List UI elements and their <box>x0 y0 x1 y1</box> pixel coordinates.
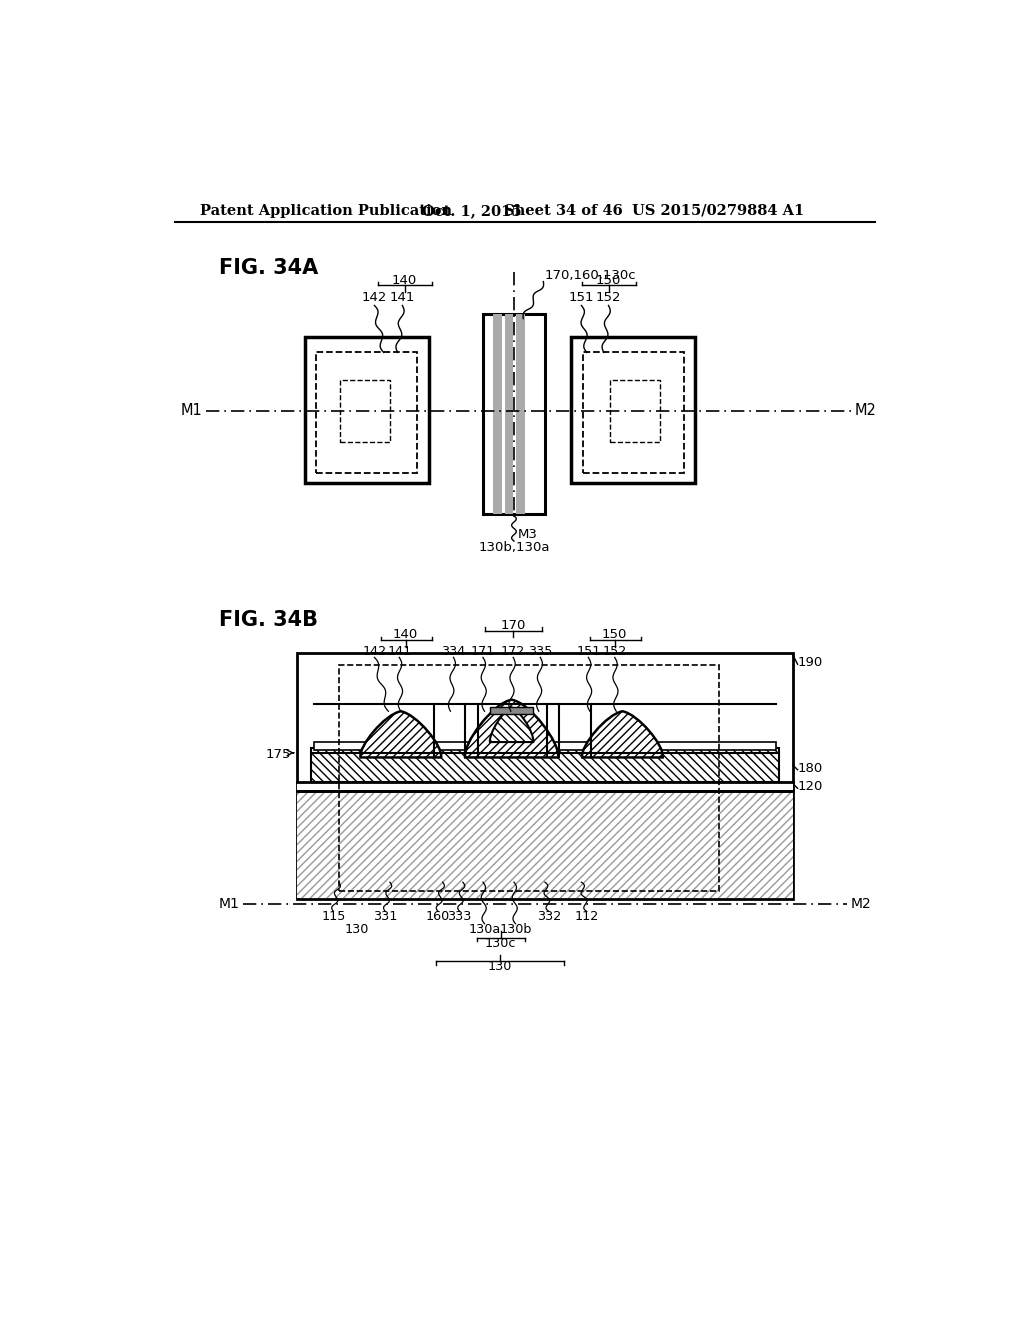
Text: M2: M2 <box>855 404 877 418</box>
Text: 141: 141 <box>390 292 415 305</box>
Text: 130: 130 <box>344 923 369 936</box>
Bar <box>489 708 534 714</box>
Text: M1: M1 <box>180 404 203 418</box>
Text: M1: M1 <box>219 896 240 911</box>
Bar <box>339 665 719 891</box>
Text: 152: 152 <box>602 644 627 657</box>
Text: 332: 332 <box>537 911 561 924</box>
Text: M4: M4 <box>518 315 538 329</box>
Text: 142: 142 <box>362 644 386 657</box>
Bar <box>297 781 793 792</box>
Text: 130b: 130b <box>500 923 531 936</box>
Text: 335: 335 <box>528 644 553 657</box>
Text: 190: 190 <box>798 656 823 669</box>
Text: 151: 151 <box>577 644 600 657</box>
Bar <box>305 337 429 483</box>
Bar <box>314 742 776 750</box>
Bar <box>505 314 513 515</box>
PathPatch shape <box>582 711 663 758</box>
Text: 130b,130a: 130b,130a <box>478 541 550 554</box>
PathPatch shape <box>465 700 558 758</box>
PathPatch shape <box>360 711 441 758</box>
Text: 160: 160 <box>426 911 451 924</box>
Bar <box>297 653 793 899</box>
Text: 180: 180 <box>798 762 823 775</box>
Text: 172: 172 <box>501 644 525 657</box>
Text: 112: 112 <box>574 911 599 924</box>
Text: 171: 171 <box>471 644 496 657</box>
Text: 152: 152 <box>596 292 622 305</box>
Text: 141: 141 <box>387 644 412 657</box>
Text: 130: 130 <box>487 961 512 973</box>
Text: M2: M2 <box>850 896 871 911</box>
Bar <box>311 748 779 781</box>
Text: 115: 115 <box>322 911 345 924</box>
Text: 140: 140 <box>393 628 418 640</box>
Text: 130c: 130c <box>484 937 516 950</box>
Text: 140: 140 <box>391 273 417 286</box>
Text: 142: 142 <box>361 292 387 305</box>
Bar <box>297 792 793 898</box>
Text: US 2015/0279884 A1: US 2015/0279884 A1 <box>632 203 804 218</box>
Bar <box>340 380 390 442</box>
Text: 150: 150 <box>596 273 622 286</box>
Text: 120: 120 <box>798 780 823 793</box>
Text: 333: 333 <box>447 911 472 924</box>
Text: 151: 151 <box>568 292 594 305</box>
Bar <box>483 314 545 515</box>
Bar <box>571 337 695 483</box>
Text: M3: M3 <box>518 528 538 541</box>
Text: 150: 150 <box>602 628 628 640</box>
Bar <box>316 352 417 473</box>
PathPatch shape <box>489 708 534 742</box>
Bar <box>583 352 684 473</box>
Text: 331: 331 <box>373 911 397 924</box>
Text: 175: 175 <box>265 748 291 760</box>
Bar <box>610 380 660 442</box>
Text: 170,160,130c: 170,160,130c <box>545 269 637 282</box>
Text: FIG. 34A: FIG. 34A <box>219 257 318 277</box>
Text: FIG. 34B: FIG. 34B <box>219 610 318 631</box>
Text: Oct. 1, 2015: Oct. 1, 2015 <box>423 203 522 218</box>
Text: 334: 334 <box>441 644 466 657</box>
Bar <box>516 314 525 515</box>
Text: Patent Application Publication: Patent Application Publication <box>200 203 452 218</box>
Text: 170: 170 <box>501 619 526 631</box>
Text: Sheet 34 of 46: Sheet 34 of 46 <box>504 203 623 218</box>
Text: 130a: 130a <box>468 923 501 936</box>
Bar <box>493 314 502 515</box>
